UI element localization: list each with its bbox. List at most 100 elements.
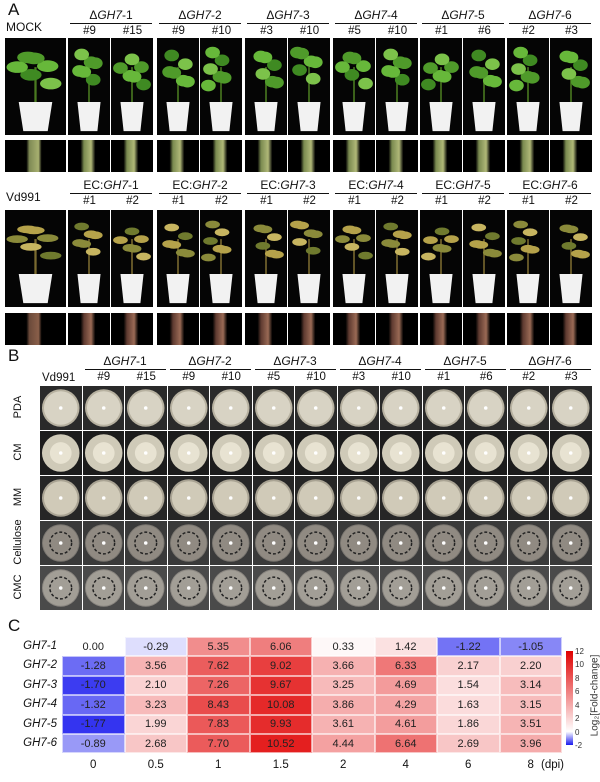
line-label: #1 [260, 195, 273, 207]
culture-plate [167, 386, 209, 430]
header-underline [339, 369, 421, 370]
header-underline [70, 193, 152, 194]
line-label: #10 [387, 25, 408, 37]
group-header: ΔGH7-3 [245, 8, 331, 22]
culture-plate [337, 476, 379, 520]
heatmap-cell: 1.42 [374, 637, 437, 657]
heatmap-cell: 9.02 [249, 656, 312, 676]
heatmap-cell: -1.22 [437, 637, 500, 657]
plant-photo [333, 38, 375, 135]
header-suffix: -6 [561, 8, 572, 22]
heatmap-cell: -0.29 [124, 637, 187, 657]
stem-section-photo [550, 313, 592, 345]
group-header: ΔGH7-2 [168, 354, 253, 368]
heatmap-cell: 4.69 [374, 675, 437, 696]
colorbar-tick: 4 [575, 700, 580, 710]
culture-plate [337, 521, 379, 565]
header-suffix: -5 [480, 178, 491, 192]
plant-photo [245, 38, 287, 135]
stem-section-photo [463, 140, 505, 172]
culture-plate [422, 566, 464, 610]
line-label: #10 [221, 371, 241, 383]
line-label: #10 [211, 25, 232, 37]
header-prefix: Δ [188, 354, 197, 368]
header-underline [254, 369, 336, 370]
culture-plate [210, 476, 252, 520]
header-underline [422, 23, 504, 24]
plant-photo [288, 210, 330, 307]
header-gene: GH7 [103, 178, 129, 192]
heatmap-cell: 6.33 [374, 656, 437, 676]
header-suffix: -5 [474, 8, 485, 22]
culture-plate [507, 566, 549, 610]
heatmap-cell: 10.08 [249, 695, 312, 715]
heatmap-cell: 2.20 [499, 656, 562, 676]
line-label: #15 [122, 25, 143, 37]
culture-plate [550, 566, 592, 610]
stem-section-photo [288, 140, 330, 172]
heatmap-cell: 3.96 [499, 734, 562, 754]
line-label: #10 [299, 25, 320, 37]
colorbar-label: Log₂[Fold-change] [589, 654, 600, 737]
plant-photo [245, 210, 287, 307]
heatmap-cell: 3.25 [312, 675, 375, 696]
group-header: ΔGH7-4 [333, 8, 419, 22]
plant-photo [420, 38, 462, 135]
culture-plate [550, 476, 592, 520]
line-label: #9 [182, 371, 196, 383]
header-prefix: Δ [89, 8, 98, 22]
heatmap-cell: 3.66 [312, 656, 375, 676]
plant-photo [463, 38, 505, 135]
group-header: EC:GH7-4 [333, 178, 419, 192]
heatmap-cell: 2.69 [437, 734, 500, 754]
stem-section-photo [463, 313, 505, 345]
heatmap-cell: 5.35 [187, 637, 250, 657]
heatmap-cell: 1.63 [437, 695, 500, 715]
line-label: #9 [83, 25, 96, 37]
header-suffix: -2 [221, 354, 232, 368]
group-header: ΔGH7-4 [338, 354, 423, 368]
culture-plate [295, 431, 337, 475]
header-gene: GH7 [542, 178, 568, 192]
header-underline [509, 23, 591, 24]
culture-plate [40, 566, 82, 610]
heatmap-cell: -1.28 [62, 656, 125, 676]
group-header: EC:GH7-3 [245, 178, 331, 192]
group-header: ΔGH7-3 [253, 354, 338, 368]
culture-plate [40, 476, 82, 520]
culture-plate [125, 566, 167, 610]
header-underline [84, 369, 166, 370]
header-underline [159, 23, 241, 24]
plant-photo [550, 210, 592, 307]
colorbar-tick: 12 [575, 647, 584, 656]
culture-plate [295, 521, 337, 565]
group-header: ΔGH7-5 [420, 8, 506, 22]
stem-section-photo [111, 313, 153, 345]
culture-plate [465, 386, 507, 430]
plant-photo [420, 210, 462, 307]
x-tick-label: 8 [527, 759, 534, 771]
culture-plate [422, 431, 464, 475]
heatmap-cell: 10.52 [249, 734, 312, 754]
heatmap-cell: 2.68 [124, 734, 187, 754]
culture-plate [252, 431, 294, 475]
culture-plate [337, 566, 379, 610]
group-header: EC:GH7-6 [507, 178, 593, 192]
panel-a-label: A [8, 0, 20, 19]
culture-plate [252, 386, 294, 430]
heatmap-cell: 7.26 [187, 675, 250, 696]
culture-plate [337, 431, 379, 475]
line-label: #3 [565, 25, 578, 37]
header-suffix: -4 [393, 178, 404, 192]
group-header: ΔGH7-1 [83, 354, 168, 368]
header-suffix: -1 [122, 8, 133, 22]
header-gene: GH7 [362, 8, 388, 22]
header-suffix: -5 [476, 354, 487, 368]
plant-photo [200, 210, 242, 307]
header-suffix: -4 [387, 8, 398, 22]
panel-b-label: B [8, 346, 20, 365]
header-gene: GH7 [281, 354, 307, 368]
header-suffix: -3 [306, 354, 317, 368]
header-gene: GH7 [196, 354, 222, 368]
culture-plate [295, 476, 337, 520]
